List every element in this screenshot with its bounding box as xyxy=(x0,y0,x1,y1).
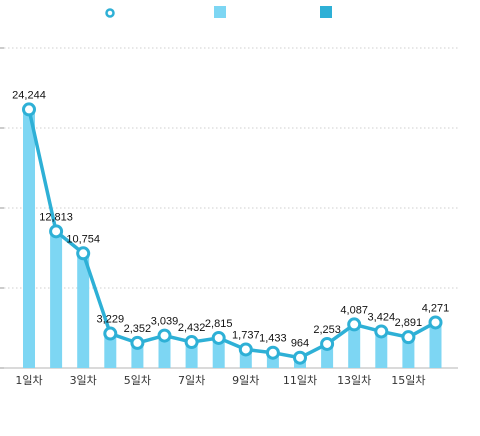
bar xyxy=(23,109,35,368)
line-points xyxy=(22,102,443,365)
data-label: 2,432 xyxy=(178,322,206,334)
data-label: 12,813 xyxy=(39,211,73,223)
line-point xyxy=(103,326,118,341)
line-series xyxy=(27,107,438,360)
x-tick-label: 11일차 xyxy=(283,373,317,387)
data-label: 2,253 xyxy=(313,324,341,336)
line-point xyxy=(401,330,416,345)
line-point xyxy=(265,345,280,360)
bar xyxy=(50,231,63,368)
x-tick-label: 9일차 xyxy=(232,373,259,387)
data-label: 2,891 xyxy=(395,317,423,329)
data-label: 1,737 xyxy=(232,329,260,341)
data-label: 4,271 xyxy=(422,302,450,314)
x-tick-label: 3일차 xyxy=(70,373,97,387)
line-point xyxy=(374,324,389,339)
line-point xyxy=(76,246,91,261)
line-point xyxy=(320,336,335,351)
bar xyxy=(402,337,415,368)
bar xyxy=(158,335,171,368)
data-label: 2,352 xyxy=(124,323,152,335)
legend xyxy=(0,4,480,20)
bar xyxy=(77,253,90,368)
x-tick-label: 15일차 xyxy=(391,373,425,387)
data-label: 964 xyxy=(291,338,309,350)
data-label: 24,244 xyxy=(12,89,46,101)
line-point xyxy=(428,315,443,330)
line-point xyxy=(157,328,172,343)
series-line xyxy=(27,107,438,360)
data-label: 2,815 xyxy=(205,318,233,330)
bar xyxy=(429,322,442,368)
x-axis-ticks: 1일차 3일차 5일차 7일차 9일차 11일차 13일차 15일차 xyxy=(15,373,425,387)
bar xyxy=(348,324,361,368)
line-point xyxy=(347,317,362,332)
line-point xyxy=(22,102,36,117)
data-label: 1,433 xyxy=(259,333,287,345)
line-point xyxy=(49,224,64,239)
data-label: 4,087 xyxy=(340,304,368,316)
x-tick-label: 1일차 xyxy=(15,373,42,387)
bar xyxy=(212,337,225,368)
line-point xyxy=(130,335,145,350)
data-label: 3,039 xyxy=(151,316,179,328)
data-label: 3,229 xyxy=(97,314,125,326)
bar xyxy=(185,342,198,368)
line-point xyxy=(211,330,226,345)
x-tick-label: 5일차 xyxy=(124,373,151,387)
gridlines xyxy=(0,47,458,369)
x-tick-label: 13일차 xyxy=(337,373,371,387)
bar xyxy=(104,333,117,368)
bar-series xyxy=(23,109,442,368)
line-point xyxy=(238,342,253,357)
legend-bar-swatch-dark xyxy=(320,6,332,18)
x-tick-label: 7일차 xyxy=(178,373,205,387)
legend-bar-swatch-light xyxy=(214,6,226,18)
bar xyxy=(375,331,388,368)
data-label: 3,424 xyxy=(368,311,396,323)
line-point xyxy=(293,350,307,365)
data-label: 10,754 xyxy=(66,233,100,245)
legend-line-marker xyxy=(104,6,116,18)
line-point xyxy=(184,335,199,350)
